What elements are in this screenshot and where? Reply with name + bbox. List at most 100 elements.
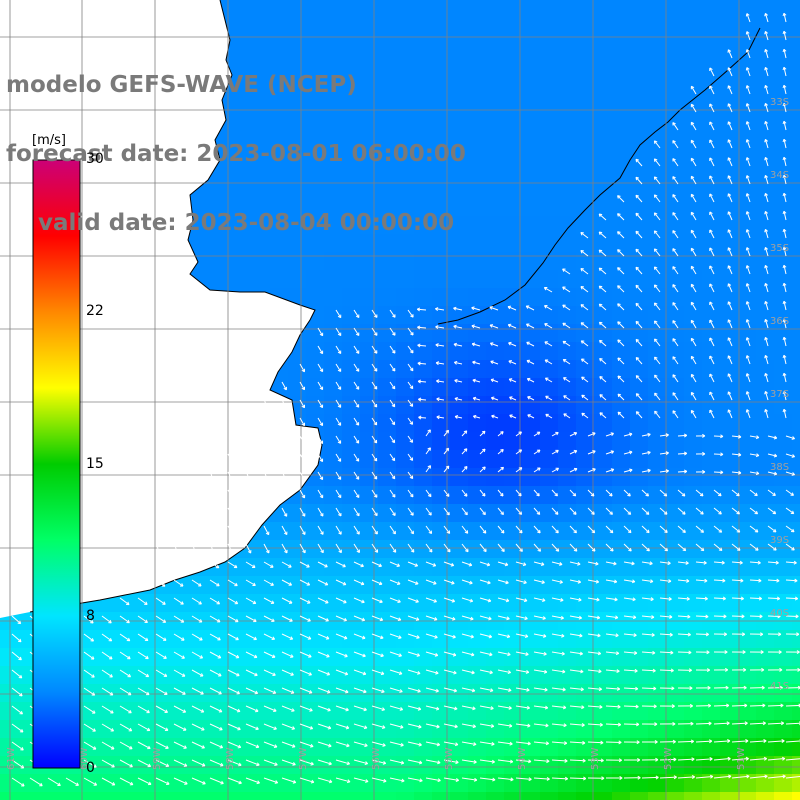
wind-arrow: [727, 319, 733, 329]
wind-arrow: [407, 705, 422, 711]
wind-arrow: [407, 615, 420, 621]
wind-arrow: [641, 561, 653, 566]
wind-arrow: [245, 633, 257, 641]
wind-arrow: [635, 411, 643, 419]
wind-arrow: [335, 363, 342, 372]
wind-arrow: [353, 651, 366, 658]
wind-arrow: [709, 265, 715, 275]
wind-arrow: [654, 356, 661, 365]
wind-arrow: [417, 325, 427, 330]
wind-arrow: [533, 687, 548, 692]
wind-arrow: [515, 507, 523, 515]
wind-arrow: [209, 579, 220, 587]
colorbar-tick-label: 8: [86, 608, 95, 624]
wind-arrow: [281, 453, 287, 463]
wind-arrow: [191, 651, 204, 659]
wind-arrow: [543, 286, 553, 293]
wind-arrow: [713, 667, 729, 672]
wind-arrow: [245, 669, 258, 677]
wind-arrow: [137, 777, 152, 786]
wind-arrow: [605, 686, 621, 691]
wind-arrow: [173, 579, 184, 587]
wind-arrow: [353, 687, 367, 694]
wind-arrow: [659, 469, 669, 474]
wind-arrow: [515, 561, 527, 567]
wind-arrow: [371, 417, 378, 426]
wind-arrow: [767, 543, 777, 551]
wind-arrow: [155, 669, 168, 677]
wind-arrow: [281, 471, 287, 481]
wind-arrow: [209, 633, 221, 641]
wind-arrow: [227, 579, 238, 587]
wind-arrow: [764, 408, 769, 419]
wind-arrow: [745, 121, 751, 131]
wind-arrow: [599, 412, 607, 419]
wind-arrow: [245, 435, 251, 445]
wind-arrow: [497, 741, 513, 746]
wind-arrow: [389, 741, 404, 747]
wind-arrow: [461, 687, 476, 693]
wind-arrow: [785, 685, 800, 690]
wind-arrow: [782, 174, 787, 185]
wind-arrow: [695, 469, 706, 474]
wind-arrow: [659, 739, 676, 744]
wind-arrow: [371, 705, 385, 712]
wind-arrow: [425, 429, 431, 437]
wind-arrow: [515, 723, 531, 728]
wind-arrow: [695, 578, 708, 583]
wind-arrow: [407, 381, 414, 390]
wind-arrow: [407, 309, 414, 318]
wind-arrow: [745, 103, 751, 113]
wind-arrow: [749, 614, 763, 619]
wind-arrow: [785, 650, 800, 655]
wind-arrow: [764, 156, 769, 167]
wind-arrow: [551, 651, 565, 656]
wind-arrow: [695, 685, 711, 690]
wind-arrow: [245, 615, 257, 623]
wind-arrow: [749, 703, 766, 708]
wind-arrow: [623, 740, 640, 745]
wind-arrow: [580, 250, 589, 257]
wind-arrow: [785, 471, 796, 476]
wind-arrow: [281, 741, 296, 748]
wind-arrow: [317, 327, 324, 337]
wind-arrow: [227, 561, 238, 569]
wind-arrow: [745, 409, 751, 419]
wind-arrow: [137, 687, 150, 696]
wind-arrow: [551, 579, 563, 584]
wind-arrow: [371, 507, 378, 517]
wind-arrow: [389, 327, 396, 336]
wind-arrow: [371, 345, 378, 354]
wind-arrow: [785, 614, 799, 619]
wind-arrow: [587, 432, 596, 437]
wind-arrow: [690, 121, 697, 131]
wind-arrow: [191, 525, 197, 536]
wind-arrow: [335, 345, 342, 355]
wind-arrow: [371, 723, 386, 729]
wind-arrow: [101, 633, 113, 642]
wind-arrow: [425, 561, 437, 567]
wind-arrow: [227, 525, 234, 536]
wind-arrow: [767, 435, 778, 440]
wind-arrow: [731, 632, 746, 637]
wind-arrow: [461, 579, 473, 585]
wind-arrow: [653, 140, 661, 149]
wind-arrow: [245, 759, 260, 767]
wind-arrow: [335, 525, 342, 535]
wind-arrow: [727, 175, 733, 185]
wind-arrow: [533, 723, 549, 728]
colorbar-tick-label: 30: [86, 151, 104, 167]
wind-arrow: [119, 633, 131, 642]
wind-arrow: [605, 633, 619, 638]
wind-arrow: [335, 399, 342, 408]
wind-arrow: [767, 721, 785, 726]
wind-arrow: [245, 543, 252, 554]
wind-arrow: [641, 650, 656, 655]
wind-arrow: [353, 633, 366, 640]
wind-arrow: [245, 489, 251, 499]
wind-arrow: [767, 685, 783, 690]
wind-arrow: [580, 304, 589, 311]
wind-arrow: [353, 309, 360, 318]
grid-labels: 33S 34S 35S 36S 37S 38S 39S 40S 41S 61W 60W 59W 58W 5…: [6, 97, 789, 770]
wind-arrow: [587, 687, 602, 692]
